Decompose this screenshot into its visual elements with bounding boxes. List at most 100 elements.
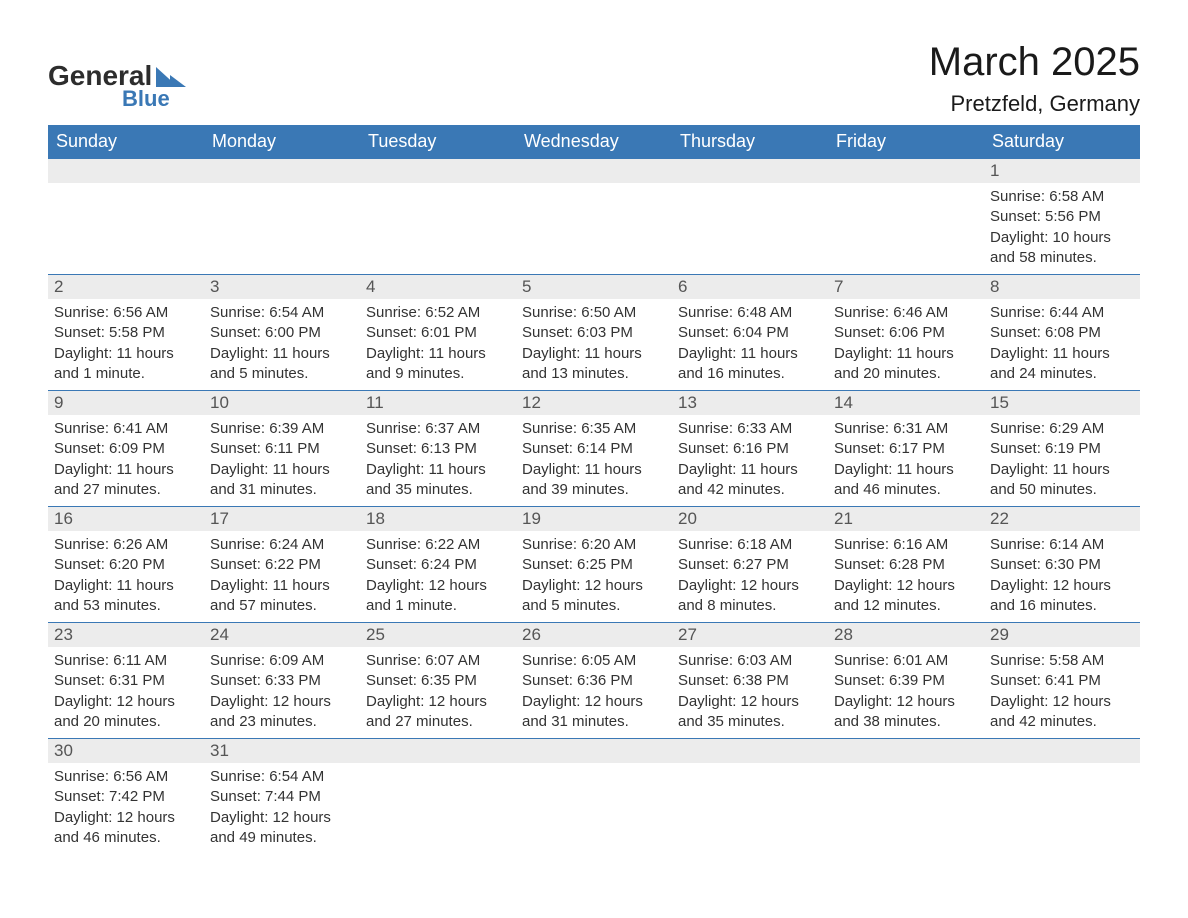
day-number-cell: 10 xyxy=(204,391,360,416)
day-number-cell: 21 xyxy=(828,507,984,532)
weekday-header: Monday xyxy=(204,125,360,159)
day-detail-cell: Sunrise: 6:29 AMSunset: 6:19 PMDaylight:… xyxy=(984,415,1140,507)
day-number-cell: 11 xyxy=(360,391,516,416)
day-number-cell: 31 xyxy=(204,739,360,764)
day-number-cell xyxy=(516,739,672,764)
day-detail-cell xyxy=(516,183,672,275)
day-number-cell xyxy=(828,739,984,764)
day-number-cell: 1 xyxy=(984,159,1140,184)
day-detail-cell: Sunrise: 6:24 AMSunset: 6:22 PMDaylight:… xyxy=(204,531,360,623)
day-number-cell: 14 xyxy=(828,391,984,416)
weekday-header: Wednesday xyxy=(516,125,672,159)
day-number-cell xyxy=(828,159,984,184)
day-number-cell: 13 xyxy=(672,391,828,416)
day-number-cell xyxy=(360,159,516,184)
day-detail-row: Sunrise: 6:41 AMSunset: 6:09 PMDaylight:… xyxy=(48,415,1140,507)
day-number-cell: 9 xyxy=(48,391,204,416)
day-number-row: 3031 xyxy=(48,739,1140,764)
day-number-cell: 28 xyxy=(828,623,984,648)
day-detail-cell: Sunrise: 6:09 AMSunset: 6:33 PMDaylight:… xyxy=(204,647,360,739)
day-number-cell: 16 xyxy=(48,507,204,532)
day-detail-cell xyxy=(672,763,828,854)
day-detail-cell: Sunrise: 6:11 AMSunset: 6:31 PMDaylight:… xyxy=(48,647,204,739)
day-number-cell: 29 xyxy=(984,623,1140,648)
day-number-row: 16171819202122 xyxy=(48,507,1140,532)
day-detail-cell xyxy=(828,763,984,854)
day-number-cell xyxy=(516,159,672,184)
logo-triangle-icon xyxy=(156,65,186,87)
day-number-row: 1 xyxy=(48,159,1140,184)
day-detail-row: Sunrise: 6:56 AMSunset: 7:42 PMDaylight:… xyxy=(48,763,1140,854)
day-detail-cell xyxy=(828,183,984,275)
day-detail-cell: Sunrise: 6:35 AMSunset: 6:14 PMDaylight:… xyxy=(516,415,672,507)
day-detail-cell: Sunrise: 6:20 AMSunset: 6:25 PMDaylight:… xyxy=(516,531,672,623)
day-detail-cell: Sunrise: 6:50 AMSunset: 6:03 PMDaylight:… xyxy=(516,299,672,391)
day-detail-cell xyxy=(48,183,204,275)
day-number-cell: 6 xyxy=(672,275,828,300)
day-number-cell: 22 xyxy=(984,507,1140,532)
day-number-cell: 27 xyxy=(672,623,828,648)
day-detail-cell: Sunrise: 6:33 AMSunset: 6:16 PMDaylight:… xyxy=(672,415,828,507)
day-number-cell xyxy=(672,739,828,764)
day-number-cell: 2 xyxy=(48,275,204,300)
day-number-cell: 15 xyxy=(984,391,1140,416)
month-title: March 2025 xyxy=(929,40,1140,85)
day-detail-cell: Sunrise: 6:16 AMSunset: 6:28 PMDaylight:… xyxy=(828,531,984,623)
day-number-cell: 7 xyxy=(828,275,984,300)
day-detail-cell: Sunrise: 6:22 AMSunset: 6:24 PMDaylight:… xyxy=(360,531,516,623)
day-detail-cell: Sunrise: 6:56 AMSunset: 5:58 PMDaylight:… xyxy=(48,299,204,391)
day-detail-cell: Sunrise: 6:54 AMSunset: 7:44 PMDaylight:… xyxy=(204,763,360,854)
day-detail-cell: Sunrise: 6:07 AMSunset: 6:35 PMDaylight:… xyxy=(360,647,516,739)
day-number-cell xyxy=(360,739,516,764)
day-detail-cell: Sunrise: 6:05 AMSunset: 6:36 PMDaylight:… xyxy=(516,647,672,739)
day-detail-row: Sunrise: 6:26 AMSunset: 6:20 PMDaylight:… xyxy=(48,531,1140,623)
day-detail-cell xyxy=(672,183,828,275)
day-number-cell xyxy=(204,159,360,184)
day-detail-cell: Sunrise: 6:56 AMSunset: 7:42 PMDaylight:… xyxy=(48,763,204,854)
logo-text-blue: Blue xyxy=(122,86,170,112)
day-number-cell xyxy=(48,159,204,184)
day-number-cell: 18 xyxy=(360,507,516,532)
day-detail-cell xyxy=(984,763,1140,854)
day-number-cell: 30 xyxy=(48,739,204,764)
day-number-cell: 12 xyxy=(516,391,672,416)
day-detail-row: Sunrise: 6:56 AMSunset: 5:58 PMDaylight:… xyxy=(48,299,1140,391)
day-detail-cell: Sunrise: 6:31 AMSunset: 6:17 PMDaylight:… xyxy=(828,415,984,507)
day-number-cell: 17 xyxy=(204,507,360,532)
day-detail-cell: Sunrise: 6:26 AMSunset: 6:20 PMDaylight:… xyxy=(48,531,204,623)
day-detail-cell: Sunrise: 6:58 AMSunset: 5:56 PMDaylight:… xyxy=(984,183,1140,275)
day-number-cell: 25 xyxy=(360,623,516,648)
weekday-header: Saturday xyxy=(984,125,1140,159)
day-detail-cell: Sunrise: 6:01 AMSunset: 6:39 PMDaylight:… xyxy=(828,647,984,739)
day-detail-cell: Sunrise: 6:37 AMSunset: 6:13 PMDaylight:… xyxy=(360,415,516,507)
day-number-cell: 3 xyxy=(204,275,360,300)
weekday-header: Friday xyxy=(828,125,984,159)
day-detail-cell: Sunrise: 5:58 AMSunset: 6:41 PMDaylight:… xyxy=(984,647,1140,739)
weekday-header-row: SundayMondayTuesdayWednesdayThursdayFrid… xyxy=(48,125,1140,159)
day-detail-row: Sunrise: 6:58 AMSunset: 5:56 PMDaylight:… xyxy=(48,183,1140,275)
day-detail-cell: Sunrise: 6:46 AMSunset: 6:06 PMDaylight:… xyxy=(828,299,984,391)
day-number-cell: 26 xyxy=(516,623,672,648)
weekday-header: Tuesday xyxy=(360,125,516,159)
day-detail-cell xyxy=(360,183,516,275)
calendar-table: SundayMondayTuesdayWednesdayThursdayFrid… xyxy=(48,125,1140,854)
day-detail-cell: Sunrise: 6:48 AMSunset: 6:04 PMDaylight:… xyxy=(672,299,828,391)
day-detail-cell: Sunrise: 6:41 AMSunset: 6:09 PMDaylight:… xyxy=(48,415,204,507)
day-number-cell: 24 xyxy=(204,623,360,648)
day-number-cell: 19 xyxy=(516,507,672,532)
day-number-row: 2345678 xyxy=(48,275,1140,300)
day-number-cell: 8 xyxy=(984,275,1140,300)
weekday-header: Thursday xyxy=(672,125,828,159)
day-number-cell xyxy=(984,739,1140,764)
day-detail-cell xyxy=(360,763,516,854)
day-detail-row: Sunrise: 6:11 AMSunset: 6:31 PMDaylight:… xyxy=(48,647,1140,739)
day-number-row: 23242526272829 xyxy=(48,623,1140,648)
day-detail-cell: Sunrise: 6:14 AMSunset: 6:30 PMDaylight:… xyxy=(984,531,1140,623)
day-number-cell: 23 xyxy=(48,623,204,648)
day-number-cell: 20 xyxy=(672,507,828,532)
day-detail-cell: Sunrise: 6:44 AMSunset: 6:08 PMDaylight:… xyxy=(984,299,1140,391)
day-detail-cell: Sunrise: 6:03 AMSunset: 6:38 PMDaylight:… xyxy=(672,647,828,739)
day-number-cell xyxy=(672,159,828,184)
logo: General Blue xyxy=(48,60,186,112)
day-detail-cell: Sunrise: 6:39 AMSunset: 6:11 PMDaylight:… xyxy=(204,415,360,507)
